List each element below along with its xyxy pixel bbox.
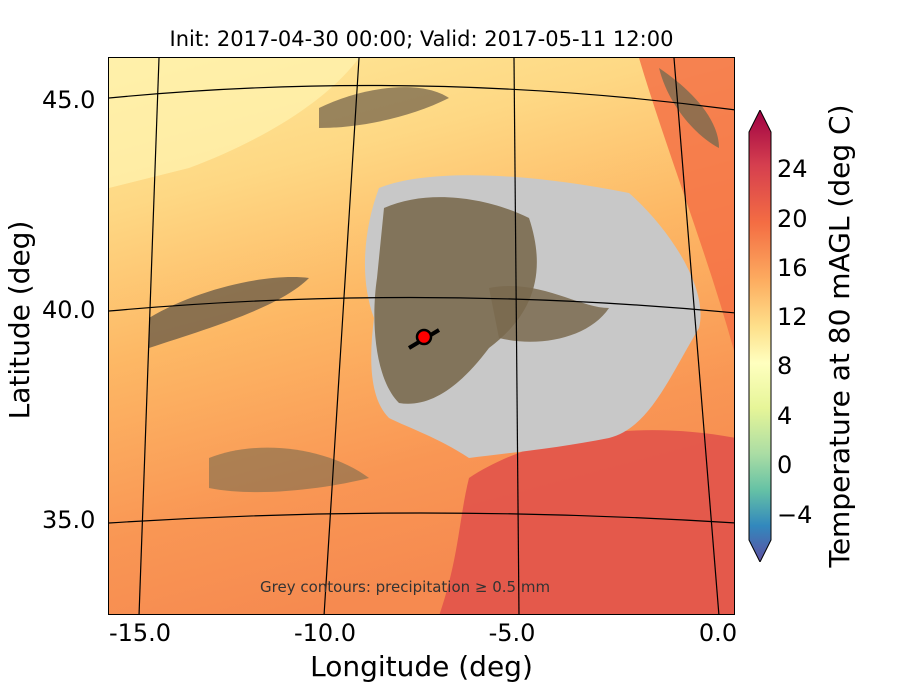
x-axis-label: Longitude (deg) (310, 650, 533, 683)
precipitation-band (319, 87, 449, 128)
colorbar-tick: 4 (777, 402, 793, 430)
colorbar (748, 108, 772, 564)
y-tick-label: 35.0 (42, 506, 96, 534)
colorbar-tick: 16 (777, 254, 808, 282)
map-title: Init: 2017-04-30 00:00; Valid: 2017-05-1… (169, 27, 674, 51)
x-tick-label: -10.0 (293, 619, 357, 647)
colorbar-tick: 20 (777, 205, 808, 233)
precipitation-band (659, 68, 719, 148)
graticule (109, 58, 734, 614)
colorbar-tick: 0 (777, 451, 793, 479)
x-tick-label: 0.0 (698, 619, 738, 647)
colorbar-label: Temperature at 80 mAGL (deg C) (823, 104, 856, 568)
map-annotation: Grey contours: precipitation ≥ 0.5 mm (260, 578, 551, 596)
cool-region (109, 58, 359, 188)
y-tick-label: 45.0 (42, 86, 96, 114)
y-tick-label: 40.0 (42, 296, 96, 324)
precipitation-area (489, 285, 609, 342)
x-tick-label: -5.0 (488, 619, 536, 647)
warm-region-africa (439, 430, 734, 614)
precipitation-band (149, 277, 309, 348)
temperature-map (109, 58, 734, 614)
y-axis-label: Latitude (deg) (3, 220, 36, 420)
colorbar-tick: 8 (777, 352, 793, 380)
map-plot-area[interactable] (108, 57, 735, 615)
location-marker (415, 328, 433, 346)
precipitation-band (209, 447, 369, 493)
x-tick-label: -15.0 (108, 619, 172, 647)
precipitation-area (374, 197, 537, 404)
colorbar-tick: −4 (777, 501, 813, 529)
colorbar-tick: 24 (777, 155, 808, 183)
colorbar-tick: 12 (777, 303, 808, 331)
